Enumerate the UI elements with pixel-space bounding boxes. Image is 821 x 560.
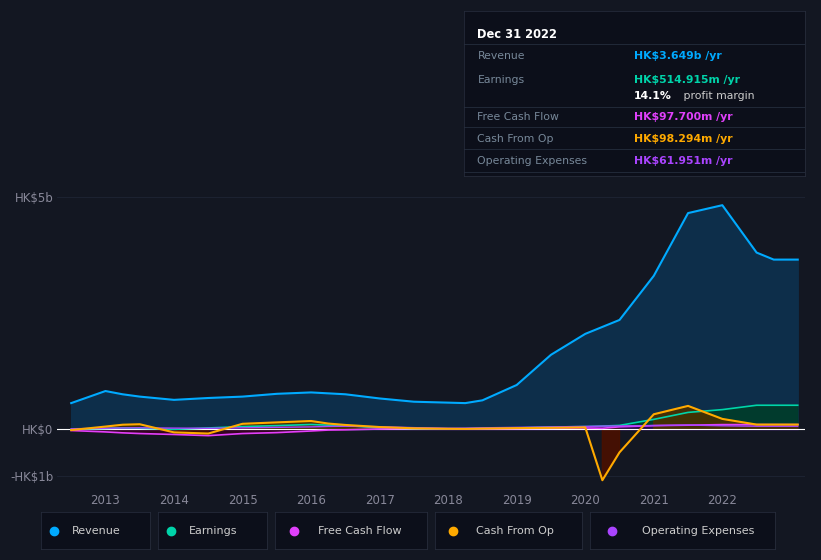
Text: Cash From Op: Cash From Op: [476, 526, 554, 535]
Text: HK$61.951m /yr: HK$61.951m /yr: [635, 156, 732, 166]
Text: profit margin: profit margin: [681, 91, 754, 101]
Text: 14.1%: 14.1%: [635, 91, 672, 101]
Text: Free Cash Flow: Free Cash Flow: [318, 526, 401, 535]
Text: Operating Expenses: Operating Expenses: [642, 526, 754, 535]
Text: HK$98.294m /yr: HK$98.294m /yr: [635, 134, 733, 143]
Text: Earnings: Earnings: [189, 526, 237, 535]
Text: HK$3.649b /yr: HK$3.649b /yr: [635, 51, 722, 61]
Text: HK$97.700m /yr: HK$97.700m /yr: [635, 113, 733, 123]
Text: Free Cash Flow: Free Cash Flow: [478, 113, 559, 123]
Text: Revenue: Revenue: [478, 51, 525, 61]
Text: HK$514.915m /yr: HK$514.915m /yr: [635, 74, 741, 85]
Text: Dec 31 2022: Dec 31 2022: [478, 29, 557, 41]
Text: Cash From Op: Cash From Op: [478, 134, 554, 143]
Text: Operating Expenses: Operating Expenses: [478, 156, 588, 166]
Text: Revenue: Revenue: [71, 526, 121, 535]
Text: Earnings: Earnings: [478, 74, 525, 85]
